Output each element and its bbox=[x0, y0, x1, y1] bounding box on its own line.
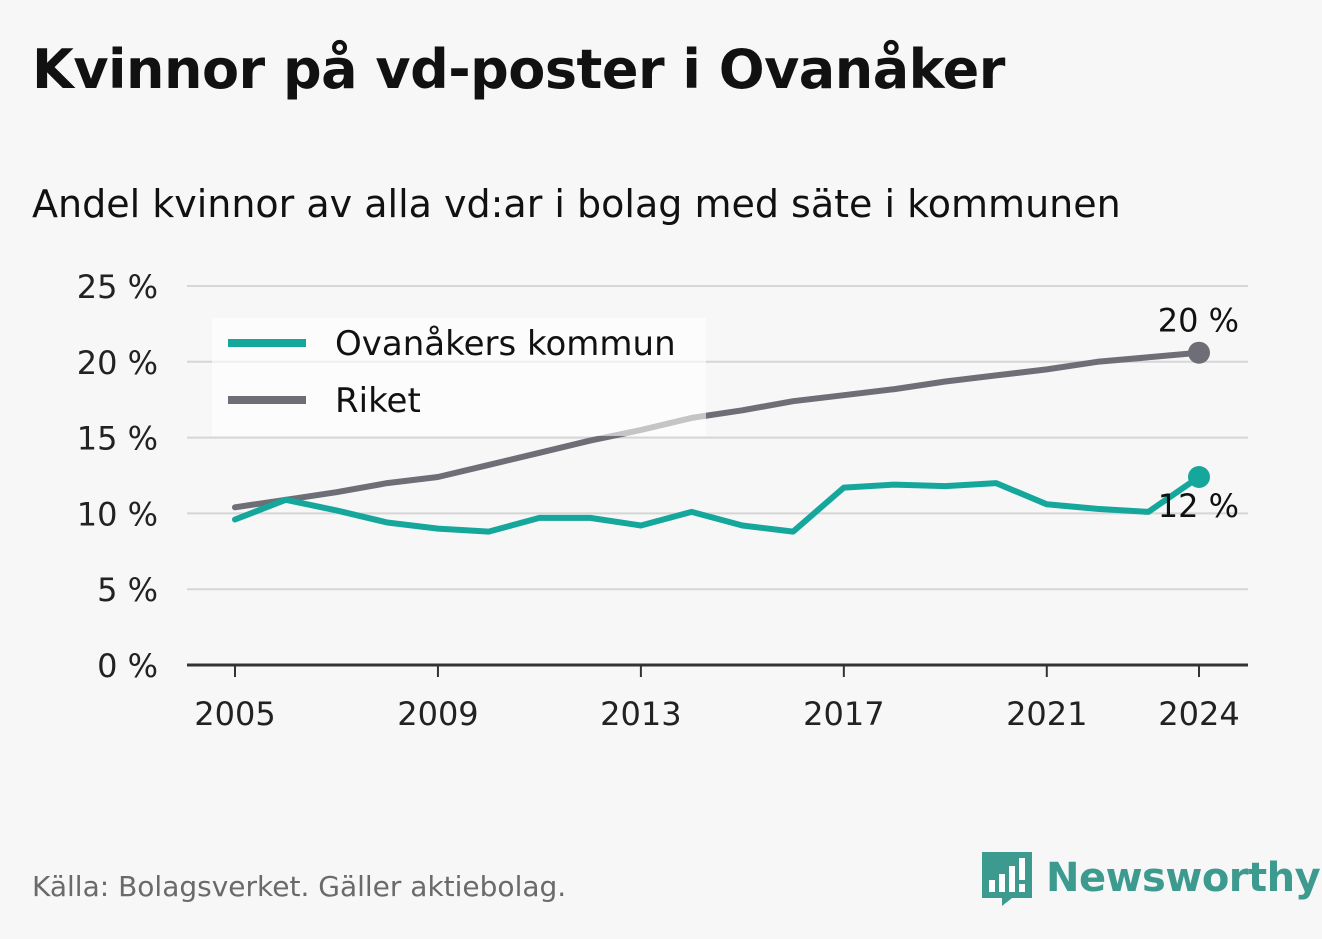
legend-label: Ovanåkers kommun bbox=[335, 324, 676, 364]
legend-label: Riket bbox=[335, 381, 421, 421]
y-tick-label: 25 % bbox=[77, 268, 158, 306]
x-tick-label: 2021 bbox=[1006, 695, 1087, 733]
series-end-point bbox=[1188, 341, 1210, 364]
newsworthy-logo-icon bbox=[982, 852, 1032, 906]
x-tick-label: 2009 bbox=[397, 695, 478, 733]
end-labels: 20 % 12 % bbox=[1158, 302, 1239, 525]
y-tick-label: 5 % bbox=[97, 571, 158, 609]
series-line-ovanaker bbox=[232, 474, 1202, 535]
y-tick-label: 20 % bbox=[77, 344, 158, 382]
legend-background bbox=[212, 318, 706, 436]
end-label-ovanaker: 12 % bbox=[1158, 487, 1239, 525]
series-line-riket bbox=[232, 349, 1202, 511]
chart-subtitle: Andel kvinnor av alla vd:ar i bolag med … bbox=[32, 182, 1121, 226]
line-chart: 0 %5 %10 %15 %20 %25 % 2005 2009 2013 2017 2… bbox=[77, 268, 1248, 733]
brand: Newsworthy bbox=[980, 848, 1321, 908]
series-end-point bbox=[1188, 466, 1210, 489]
x-tick-label: 2017 bbox=[803, 695, 884, 733]
x-tick-label: 2013 bbox=[600, 695, 681, 733]
y-tick-label: 15 % bbox=[77, 420, 158, 458]
end-label-riket: 20 % bbox=[1158, 302, 1239, 340]
x-tick-label: 2024 bbox=[1158, 695, 1239, 733]
page-title: Kvinnor på vd-poster i Ovanåker bbox=[32, 38, 1005, 101]
x-axis-ticks: 2005 2009 2013 2017 2021 2024 bbox=[194, 665, 1240, 733]
y-tick-label: 0 % bbox=[97, 647, 158, 685]
legend: Ovanåkers kommun Riket bbox=[212, 318, 706, 436]
y-axis-ticks: 0 % 5 % 10 % 15 % 20 % 25 % bbox=[77, 268, 158, 685]
brand-name: Newsworthy bbox=[1046, 855, 1321, 901]
y-tick-label: 10 % bbox=[77, 495, 158, 533]
x-tick-label: 2005 bbox=[194, 695, 275, 733]
source-note: Källa: Bolagsverket. Gäller aktiebolag. bbox=[32, 870, 567, 903]
series-lines bbox=[232, 341, 1210, 535]
